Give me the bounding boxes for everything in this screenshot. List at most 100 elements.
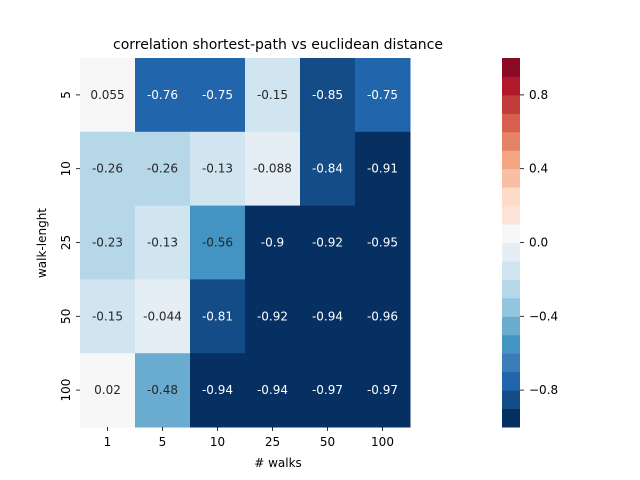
- cell-value-label: -0.26: [92, 162, 123, 176]
- heatmap-cell: [135, 279, 191, 354]
- cell-value-label: -0.95: [367, 236, 398, 250]
- heatmap-cell: [245, 205, 301, 280]
- heatmap-cell: [300, 353, 356, 428]
- colorbar-segment: [502, 150, 520, 170]
- cell-value-label: -0.92: [312, 236, 343, 250]
- colorbar-segment: [502, 390, 520, 410]
- heatmap-cell: [245, 353, 301, 428]
- heatmap-cell: [300, 205, 356, 280]
- heatmap-cells: 0.055 -0.76 -0.75 -0.15 -0.85 -0.75 -0.26 -0.26…: [80, 58, 411, 428]
- cell-value-label: -0.97: [367, 383, 398, 397]
- colorbar-ticks: 0.8 0.4 0.0 −0.4 −0.8: [520, 88, 558, 397]
- x-axis-ticks: 1 5 10 25 50 100: [104, 427, 394, 449]
- colorbar-segment: [502, 168, 520, 188]
- cell-value-label: 0.055: [90, 88, 124, 102]
- heatmap-cell: [355, 279, 411, 354]
- cell-value-label: -0.81: [202, 309, 233, 323]
- heatmap-cell: [300, 131, 356, 207]
- cell-value-label: -0.76: [147, 88, 178, 102]
- cell-value-label: -0.96: [367, 309, 398, 323]
- heatmap-cell: [355, 131, 411, 207]
- heatmap-cell: [135, 353, 191, 428]
- heatmap-cell: [300, 58, 356, 133]
- colorbar: [502, 58, 520, 428]
- x-tick-label: 5: [159, 435, 167, 449]
- colorbar-tick-label: −0.8: [529, 383, 558, 397]
- heatmap-cell: [190, 205, 246, 280]
- heatmap-cell: [80, 353, 136, 428]
- colorbar-segment: [502, 187, 520, 207]
- y-tick-label: 100: [59, 379, 73, 402]
- heatmap-cell: [80, 131, 136, 207]
- cell-value-label: -0.75: [202, 88, 233, 102]
- x-tick-label: 100: [371, 435, 394, 449]
- colorbar-segment: [502, 224, 520, 243]
- cell-value-label: -0.56: [202, 236, 233, 250]
- cell-value-label: -0.85: [312, 88, 343, 102]
- cell-value-label: -0.13: [202, 162, 233, 176]
- colorbar-segment: [502, 242, 520, 262]
- heatmap-cell: [80, 58, 136, 133]
- x-axis-label: # walks: [254, 456, 302, 470]
- heatmap-cell: [355, 353, 411, 428]
- y-axis-label: walk-lenght: [35, 208, 49, 278]
- heatmap-cell: [245, 58, 301, 133]
- heatmap-cell: [355, 58, 411, 133]
- heatmap-cell: [190, 131, 246, 207]
- colorbar-tick-label: 0.0: [529, 236, 548, 250]
- colorbar-segment: [502, 113, 520, 133]
- cell-value-label: -0.94: [257, 383, 288, 397]
- heatmap-cell: [80, 205, 136, 280]
- y-tick-label: 5: [59, 91, 73, 99]
- cell-value-label: -0.088: [253, 162, 292, 176]
- colorbar-segment: [502, 94, 520, 114]
- cell-value-label: -0.84: [312, 162, 343, 176]
- y-tick-label: 25: [59, 235, 73, 250]
- heatmap-cell: [135, 58, 191, 133]
- x-tick-label: 1: [104, 435, 112, 449]
- cell-value-label: -0.94: [312, 309, 343, 323]
- y-tick-label: 50: [59, 309, 73, 324]
- x-tick-label: 25: [265, 435, 280, 449]
- cell-value-label: -0.48: [147, 383, 178, 397]
- x-tick-label: 10: [210, 435, 225, 449]
- colorbar-segment: [502, 297, 520, 317]
- heatmap-cell: [190, 279, 246, 354]
- colorbar-segment: [502, 58, 520, 77]
- cell-value-label: -0.26: [147, 162, 178, 176]
- colorbar-segment: [502, 260, 520, 280]
- y-tick-label: 10: [59, 161, 73, 176]
- heatmap-cell: [135, 131, 191, 207]
- colorbar-segment: [502, 205, 520, 225]
- colorbar-segment: [502, 76, 520, 96]
- chart-title: correlation shortest-path vs euclidean d…: [113, 37, 443, 53]
- colorbar-segment: [502, 131, 520, 151]
- heatmap-cell: [245, 279, 301, 354]
- cell-value-label: -0.94: [202, 383, 233, 397]
- colorbar-tick-label: −0.4: [529, 309, 558, 323]
- cell-value-label: -0.13: [147, 236, 178, 250]
- colorbar-segment: [502, 334, 520, 354]
- colorbar-segment: [502, 279, 520, 299]
- colorbar-segment: [502, 408, 520, 428]
- cell-value-label: -0.15: [92, 309, 123, 323]
- heatmap-cell: [190, 353, 246, 428]
- cell-value-label: -0.75: [367, 88, 398, 102]
- heatmap-cell: [300, 279, 356, 354]
- cell-value-label: -0.9: [261, 236, 284, 250]
- heatmap-cell: [135, 205, 191, 280]
- heatmap-cell: [245, 131, 301, 207]
- cell-value-label: 0.02: [94, 383, 121, 397]
- heatmap-cell: [80, 279, 136, 354]
- colorbar-segment: [502, 371, 520, 391]
- cell-value-label: -0.15: [257, 88, 288, 102]
- y-axis-ticks: 5 10 25 50 100: [59, 91, 80, 402]
- colorbar-tick-label: 0.8: [529, 88, 548, 102]
- colorbar-segment: [502, 316, 520, 336]
- heatmap-cell: [355, 205, 411, 280]
- colorbar-segment: [502, 353, 520, 373]
- cell-value-label: -0.92: [257, 309, 288, 323]
- colorbar-tick-label: 0.4: [529, 162, 548, 176]
- cell-value-label: -0.97: [312, 383, 343, 397]
